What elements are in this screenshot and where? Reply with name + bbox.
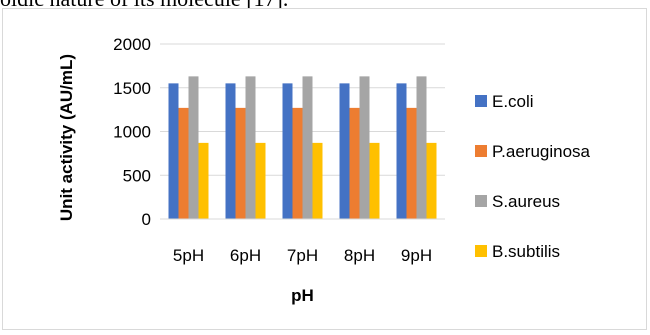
bars xyxy=(168,76,437,219)
bar xyxy=(282,83,293,219)
axes: 0 500 1000 1500 2000 5pH 6pH 7pH 8pH 9pH xyxy=(113,35,445,265)
bar xyxy=(178,107,189,219)
bar xyxy=(255,142,266,219)
y-tick-label: 2000 xyxy=(113,35,151,54)
body-text-fragment: oidic nature of its molecule [17]. xyxy=(0,0,650,12)
legend-swatch xyxy=(475,145,487,157)
legend-swatch xyxy=(475,95,487,107)
bar xyxy=(235,107,246,219)
bar xyxy=(426,142,437,219)
bar xyxy=(406,107,417,219)
bar xyxy=(369,142,380,219)
y-tick-label: 1500 xyxy=(113,79,151,98)
legend-label: P.aeruginosa xyxy=(492,142,591,161)
bar xyxy=(416,76,427,219)
x-tick-label: 6pH xyxy=(230,246,261,265)
bar xyxy=(312,142,323,219)
y-tick-label: 1000 xyxy=(113,123,151,142)
bar xyxy=(245,76,256,219)
bar xyxy=(225,83,236,219)
bar xyxy=(292,107,303,219)
bar xyxy=(168,83,179,219)
legend-label: B.subtilis xyxy=(492,242,560,261)
y-tick-label: 0 xyxy=(142,210,151,229)
x-tick-label: 9pH xyxy=(401,246,432,265)
bar xyxy=(339,83,350,219)
legend-label: E.coli xyxy=(492,92,534,111)
legend-swatch xyxy=(475,195,487,207)
y-tick-label: 500 xyxy=(123,166,151,185)
legend-swatch xyxy=(475,245,487,257)
bar xyxy=(396,83,407,219)
bar xyxy=(188,76,199,219)
x-axis-title: pH xyxy=(291,286,314,305)
x-tick-label: 8pH xyxy=(344,246,375,265)
bar xyxy=(349,107,360,219)
bar xyxy=(302,76,313,219)
legend: E.coli P.aeruginosa S.aureus B.subtilis xyxy=(475,92,591,261)
x-tick-label: 7pH xyxy=(287,246,318,265)
y-axis-title: Unit activity (AU/mL) xyxy=(57,54,76,221)
x-tick-label: 5pH xyxy=(173,246,204,265)
bar xyxy=(198,142,209,219)
chart-frame xyxy=(2,8,647,330)
legend-label: S.aureus xyxy=(492,192,560,211)
bar xyxy=(359,76,370,219)
